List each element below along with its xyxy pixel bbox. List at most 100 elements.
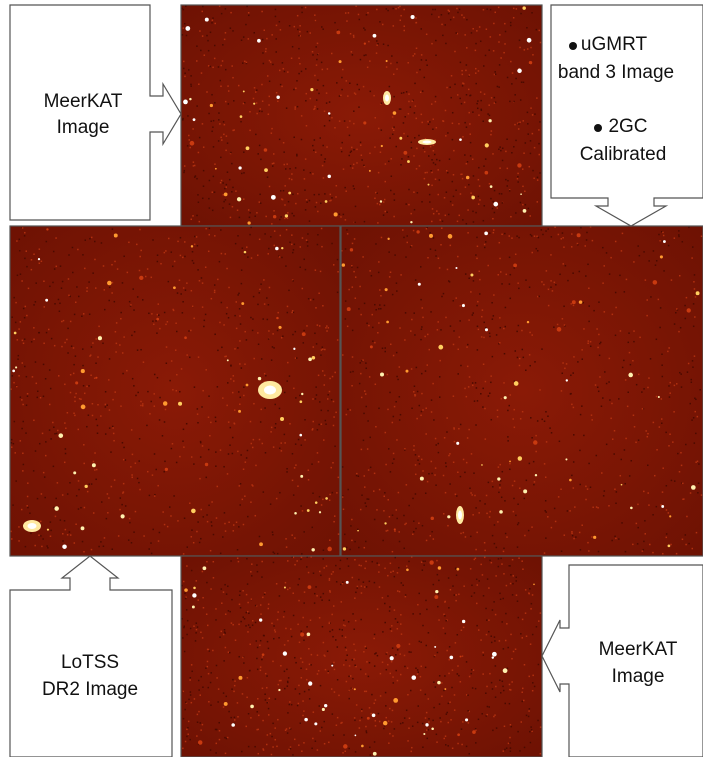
noise xyxy=(247,631,249,633)
noise xyxy=(242,590,244,592)
noise xyxy=(415,667,417,669)
noise xyxy=(75,523,77,526)
source xyxy=(193,586,196,590)
noise xyxy=(298,744,300,746)
source xyxy=(270,194,276,200)
noise xyxy=(650,296,652,298)
noise xyxy=(157,303,160,305)
noise xyxy=(676,309,679,311)
noise xyxy=(340,147,342,149)
noise xyxy=(82,385,85,387)
noise xyxy=(405,91,408,93)
noise xyxy=(376,8,378,11)
noise xyxy=(476,325,479,328)
noise xyxy=(486,685,488,688)
noise xyxy=(374,699,377,701)
noise xyxy=(455,594,457,596)
noise xyxy=(124,459,127,461)
noise xyxy=(215,420,217,423)
noise xyxy=(405,256,407,258)
noise xyxy=(572,406,575,409)
noise xyxy=(286,588,289,591)
noise xyxy=(678,470,681,473)
noise xyxy=(219,552,222,555)
noise xyxy=(441,682,443,684)
noise xyxy=(399,653,401,655)
noise xyxy=(273,625,275,627)
noise xyxy=(414,105,417,107)
noise xyxy=(504,748,506,751)
noise xyxy=(458,8,461,11)
noise xyxy=(466,365,469,368)
source xyxy=(275,246,279,251)
noise xyxy=(166,321,169,323)
noise xyxy=(138,269,141,272)
noise xyxy=(478,629,480,631)
noise xyxy=(391,462,394,465)
noise xyxy=(670,479,673,482)
noise xyxy=(346,233,349,235)
callout-text: uGMRT xyxy=(581,34,648,55)
source xyxy=(306,632,311,637)
noise xyxy=(461,655,464,657)
noise xyxy=(579,449,581,452)
noise xyxy=(322,592,325,595)
noise xyxy=(250,226,252,229)
noise xyxy=(268,185,271,188)
noise xyxy=(380,102,383,104)
noise xyxy=(199,440,202,443)
noise xyxy=(342,752,344,754)
noise xyxy=(296,105,299,108)
noise xyxy=(258,201,261,203)
noise xyxy=(93,377,96,379)
noise xyxy=(539,612,542,614)
noise xyxy=(561,372,564,375)
noise xyxy=(274,631,277,633)
noise xyxy=(275,24,278,27)
noise xyxy=(643,490,645,493)
noise xyxy=(53,426,55,428)
noise xyxy=(305,678,308,681)
noise xyxy=(365,505,367,508)
noise xyxy=(554,520,557,523)
noise xyxy=(104,403,107,406)
source xyxy=(593,535,597,539)
source xyxy=(513,263,518,268)
noise xyxy=(444,615,446,617)
noise xyxy=(474,49,477,52)
noise xyxy=(457,255,459,258)
noise xyxy=(494,714,496,716)
noise xyxy=(295,357,298,359)
noise xyxy=(391,116,394,118)
noise xyxy=(282,142,285,144)
noise xyxy=(333,668,336,671)
noise xyxy=(349,371,352,373)
source xyxy=(509,460,511,463)
noise xyxy=(340,601,343,603)
noise xyxy=(416,669,419,671)
noise xyxy=(142,299,144,301)
noise xyxy=(341,466,344,468)
noise xyxy=(318,92,320,95)
noise xyxy=(455,574,458,577)
noise xyxy=(468,277,470,279)
bullet xyxy=(594,124,602,132)
noise xyxy=(289,423,291,425)
source xyxy=(314,722,318,726)
noise xyxy=(499,598,502,601)
noise xyxy=(229,426,232,429)
noise xyxy=(245,339,248,341)
noise xyxy=(444,109,447,112)
noise xyxy=(347,565,350,567)
noise xyxy=(587,340,590,342)
noise xyxy=(633,261,635,263)
noise xyxy=(22,420,24,423)
noise xyxy=(410,245,413,247)
noise xyxy=(328,390,331,393)
noise xyxy=(405,522,407,525)
noise xyxy=(449,453,451,455)
noise xyxy=(231,598,233,601)
noise xyxy=(432,237,435,239)
noise xyxy=(434,437,437,440)
noise xyxy=(314,151,317,154)
